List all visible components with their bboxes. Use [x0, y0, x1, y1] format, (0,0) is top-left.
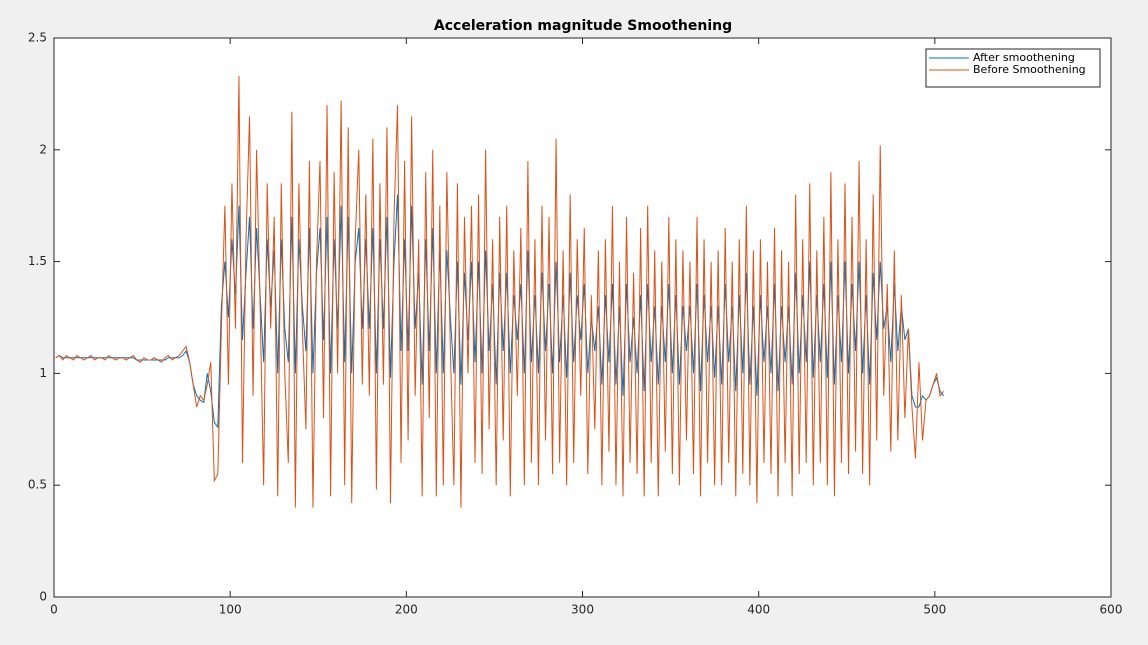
legend-box: [925, 48, 1101, 88]
x-tick-label: 300: [571, 603, 594, 617]
axes-box: [53, 37, 1112, 598]
y-tick-label: 0: [39, 590, 47, 604]
y-tick-label: 1.5: [28, 254, 47, 268]
y-tick-label: 2.5: [28, 31, 47, 45]
x-tick-label: 200: [395, 603, 418, 617]
x-tick-label: 0: [50, 603, 58, 617]
legend-text: After smoothening: [973, 51, 1075, 64]
y-tick-label: 0.5: [28, 478, 47, 492]
y-tick-label: 1: [39, 366, 47, 380]
chart-title: Acceleration magnitude Smoothening: [434, 18, 732, 34]
x-tick-label: 600: [1100, 603, 1123, 617]
x-tick-label: 400: [747, 603, 770, 617]
series-line: [55, 194, 945, 429]
x-tick-label: 500: [923, 603, 946, 617]
legend-text: Before Smoothening: [973, 63, 1086, 76]
series-line: [55, 76, 945, 508]
x-tick-label: 100: [219, 603, 242, 617]
y-tick-label: 2: [39, 142, 47, 156]
